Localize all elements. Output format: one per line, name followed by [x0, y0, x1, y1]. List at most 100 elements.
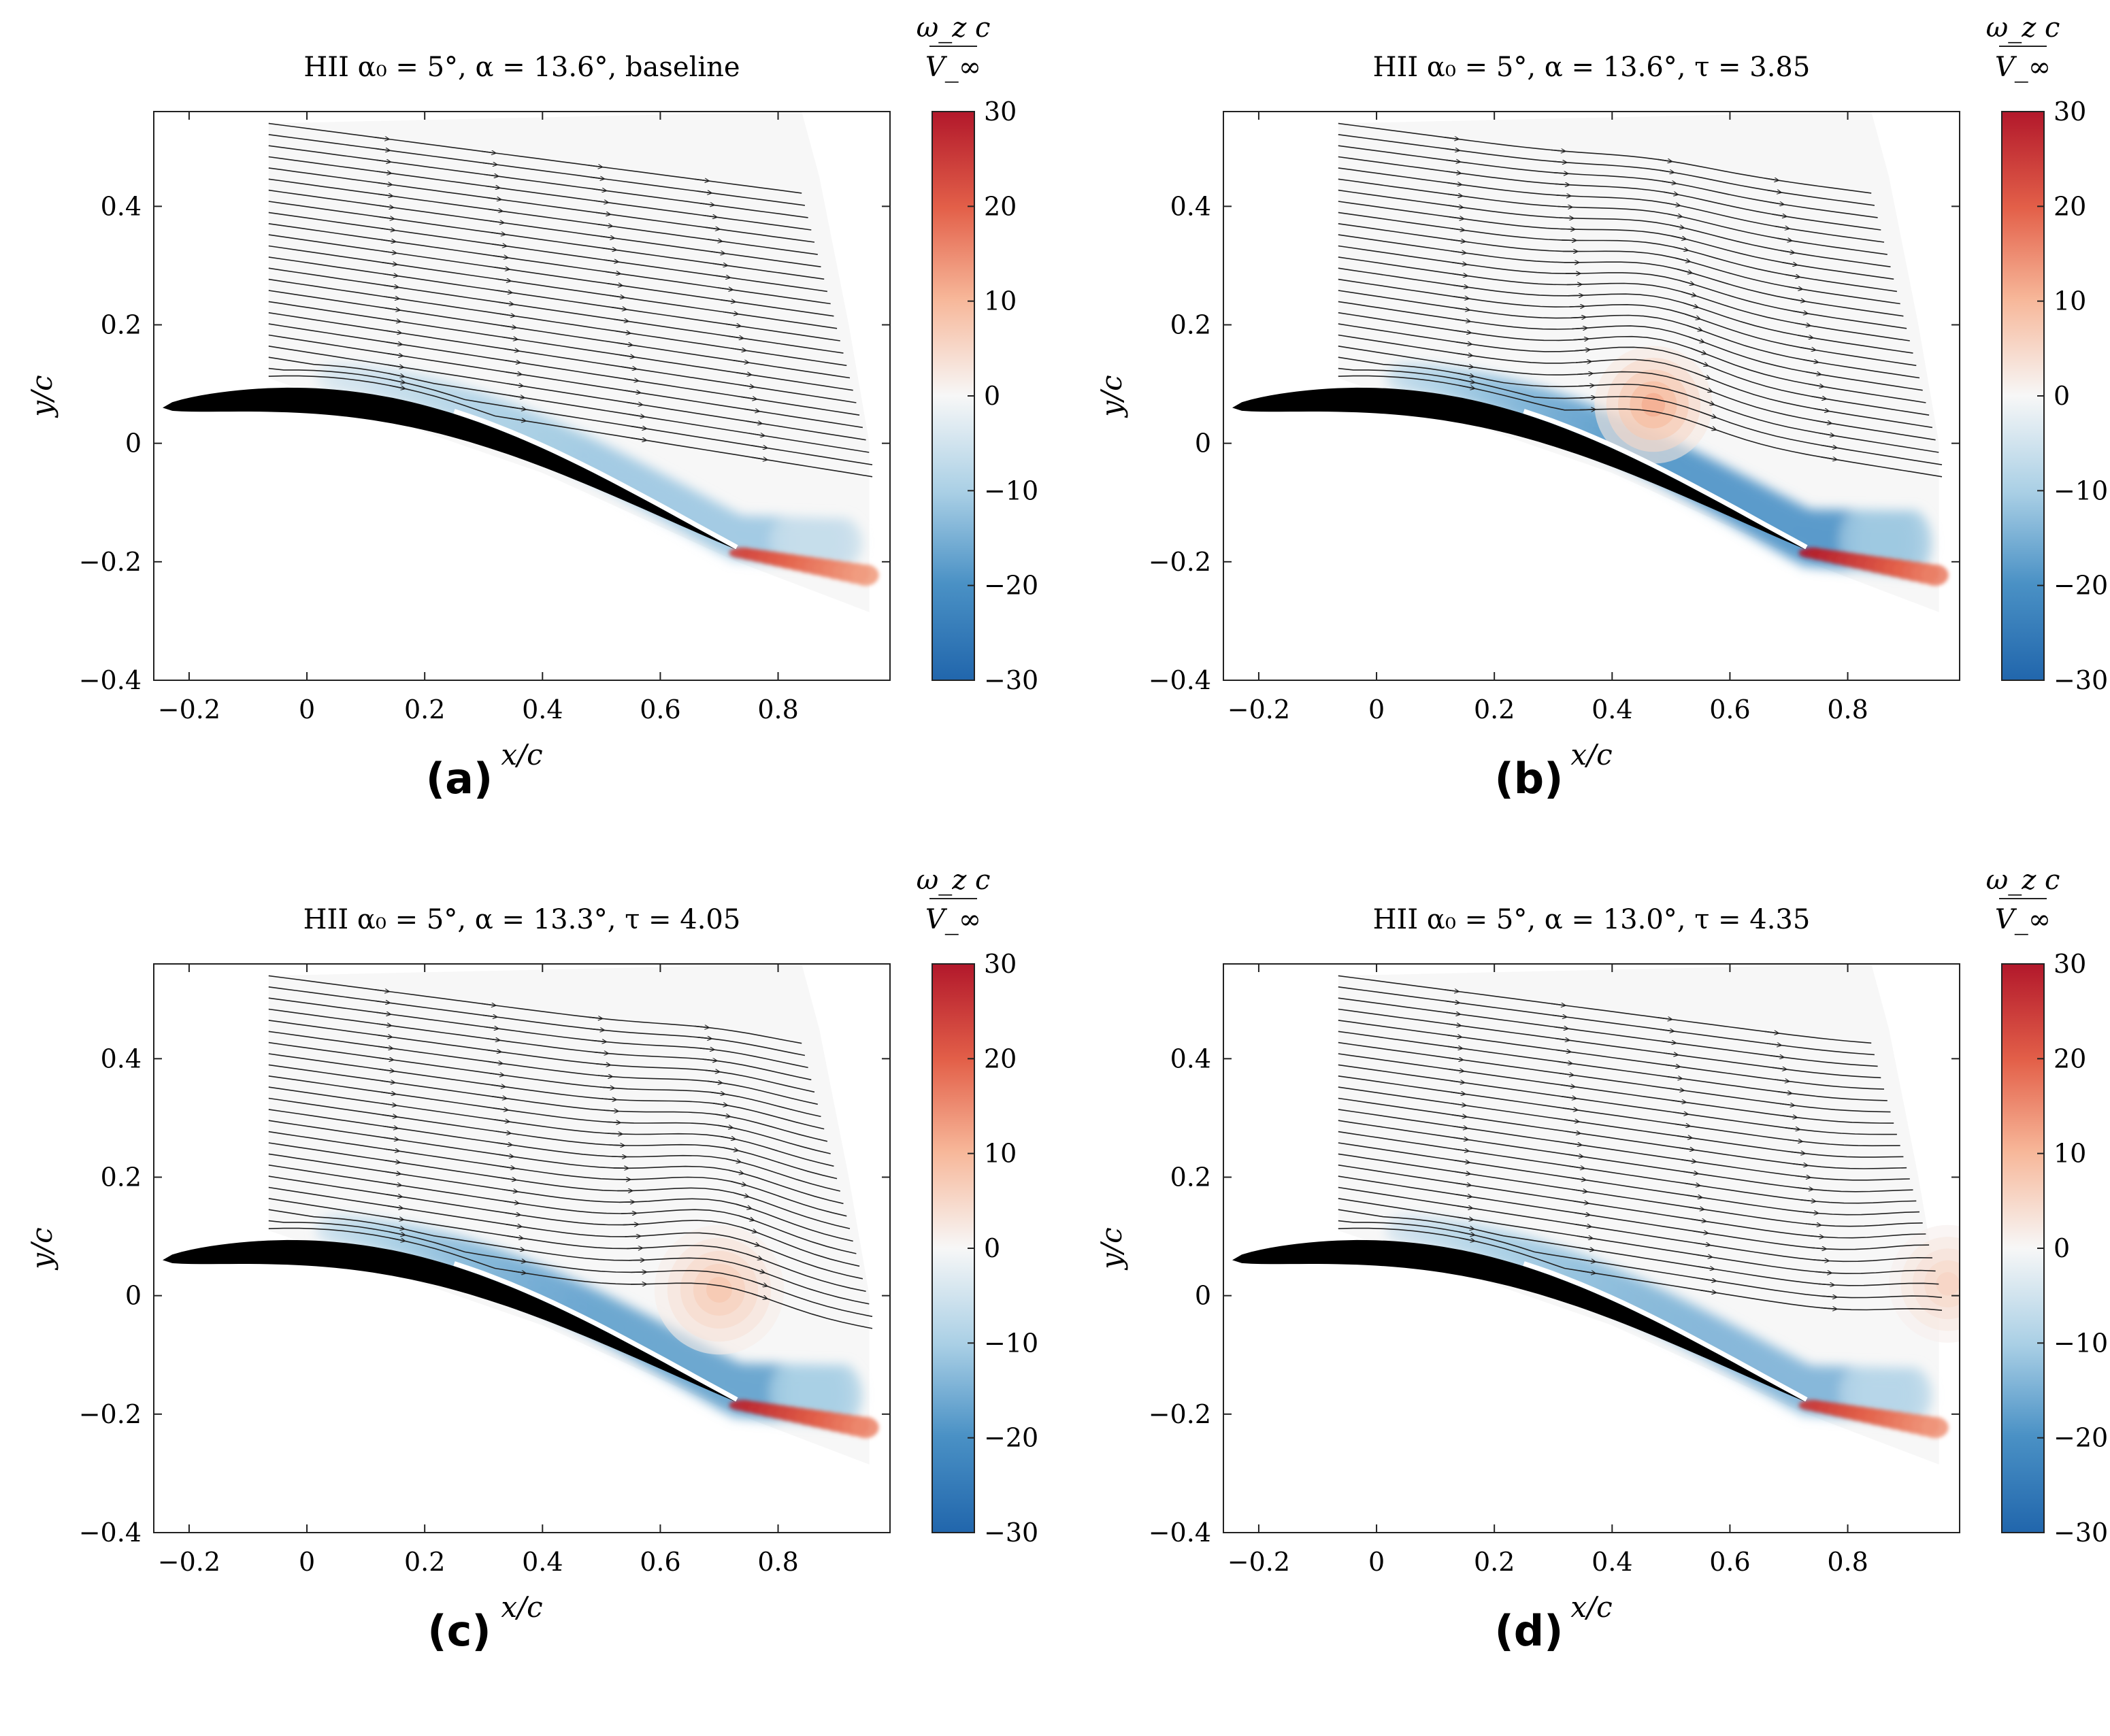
x-tick-label: 0.2: [404, 695, 445, 724]
y-tick-label: 0: [125, 1281, 142, 1311]
streamline-arrow: [1553, 1027, 1568, 1029]
streamline-arrow: [1447, 183, 1461, 185]
streamline-arrow: [1446, 1012, 1460, 1014]
y-tick-label: 0: [1195, 429, 1211, 458]
streamline-arrow: [1662, 181, 1676, 183]
x-tick-label: 0.2: [404, 1547, 445, 1577]
streamline-arrow: [375, 990, 389, 992]
streamline-arrow: [595, 212, 610, 214]
streamline-arrow: [1685, 1184, 1700, 1186]
y-tick-label: 0: [125, 429, 142, 458]
streamline: [1338, 301, 1923, 391]
streamline-arrow: [1658, 1018, 1672, 1020]
streamline-arrow: [1458, 373, 1473, 376]
x-tick-label: 0.8: [757, 1547, 798, 1577]
streamline: [1338, 1086, 1904, 1158]
streamline-arrow: [1564, 1120, 1579, 1122]
streamline-arrow: [1552, 161, 1566, 163]
streamline-arrow: [629, 414, 644, 417]
streamline: [268, 234, 834, 317]
y-axis-label: y/c: [1095, 375, 1128, 418]
streamline: [268, 367, 873, 465]
streamline-arrow: [1694, 372, 1710, 378]
streamline-arrow: [488, 210, 502, 212]
streamline-arrow: [695, 179, 709, 181]
streamline-arrow: [611, 1156, 626, 1157]
streamline-arrow: [599, 1087, 614, 1088]
streamline: [268, 122, 802, 194]
streamline-arrow: [1805, 372, 1821, 375]
colorbar-tick-label: 30: [2054, 97, 2086, 127]
streamline-arrow: [1803, 1212, 1817, 1213]
streamline-arrow: [492, 244, 506, 246]
streamline-arrow: [592, 189, 606, 191]
colorbar-label-numerator: ω_z c: [917, 12, 991, 44]
streamline-arrow: [499, 314, 514, 316]
streamline: [268, 334, 863, 429]
streamline-arrow: [1664, 1053, 1677, 1055]
streamline-arrow: [481, 151, 495, 153]
streamline-arrow: [376, 1001, 389, 1003]
streamline-arrow: [1450, 1092, 1465, 1094]
streamline-arrow: [1792, 311, 1807, 314]
plot-area: [154, 112, 890, 680]
streamline-arrow: [1575, 361, 1591, 363]
x-tick-label: 0.6: [640, 695, 680, 724]
streamline-arrow: [1447, 171, 1460, 173]
streamline-arrow: [1688, 336, 1704, 342]
streamline-arrow: [751, 446, 767, 448]
streamline: [268, 1186, 863, 1280]
streamline-arrow: [608, 1133, 622, 1134]
streamline: [1338, 346, 1936, 441]
streamline-arrow: [1450, 239, 1465, 241]
streamline-arrow: [1811, 395, 1826, 399]
streamline: [268, 986, 806, 1056]
streamline-arrow: [1779, 250, 1794, 253]
colorbar-tick-label: 10: [2054, 1139, 2086, 1169]
panel-letter: (d): [1494, 1606, 1563, 1656]
streamline-arrow: [1556, 1050, 1570, 1052]
streamline-arrow: [386, 1195, 402, 1197]
x-tick-label: 0.8: [1827, 695, 1868, 724]
streamline-arrow: [731, 348, 745, 350]
streamline: [1338, 134, 1875, 206]
streamline: [1338, 223, 1900, 305]
colorbar-tick-label: −20: [2054, 1423, 2108, 1453]
streamline-arrow: [1448, 205, 1462, 207]
streamline-arrow: [1577, 373, 1592, 374]
airfoil: [163, 1239, 737, 1403]
streamline-arrow: [601, 248, 616, 250]
panel-letter: (b): [1494, 754, 1563, 803]
colorbar-tick-label: 0: [984, 381, 1000, 411]
streamline-arrow: [497, 1143, 512, 1145]
streamline-arrow: [1579, 1271, 1595, 1273]
shear-cell: [1891, 1367, 1932, 1424]
streamline: [268, 256, 840, 341]
streamline-arrow: [1449, 217, 1463, 219]
streamline-arrow: [1579, 1259, 1595, 1262]
streamline-arrow: [495, 1131, 510, 1133]
streamline-arrow: [506, 372, 521, 374]
streamline: [268, 267, 844, 354]
streamline: [268, 223, 831, 305]
streamline-arrow: [606, 271, 620, 273]
streamline-arrow: [488, 1062, 502, 1064]
colorbar-tick-label: 20: [2054, 191, 2086, 221]
streamline-arrow: [588, 1017, 602, 1018]
streamline-arrow: [1453, 1137, 1468, 1139]
streamline-arrow: [607, 284, 622, 286]
streamline-arrow: [510, 418, 525, 421]
plot-area: [1223, 112, 1960, 680]
streamline-arrow: [1700, 1290, 1715, 1293]
streamline: [1338, 245, 1907, 329]
streamline-arrow: [751, 457, 767, 460]
streamline-arrow: [1560, 229, 1574, 230]
streamline-arrow: [1700, 1279, 1715, 1282]
te-wake: [729, 1399, 879, 1439]
colorbar-label-denominator: V_∞: [1995, 52, 2051, 83]
wake-cell: [1921, 564, 1949, 586]
streamline: [1338, 1227, 1943, 1311]
x-tick-label: 0.4: [1592, 1547, 1632, 1577]
streamline-arrow: [1775, 227, 1789, 229]
x-tick-label: 0.2: [1474, 1547, 1515, 1577]
